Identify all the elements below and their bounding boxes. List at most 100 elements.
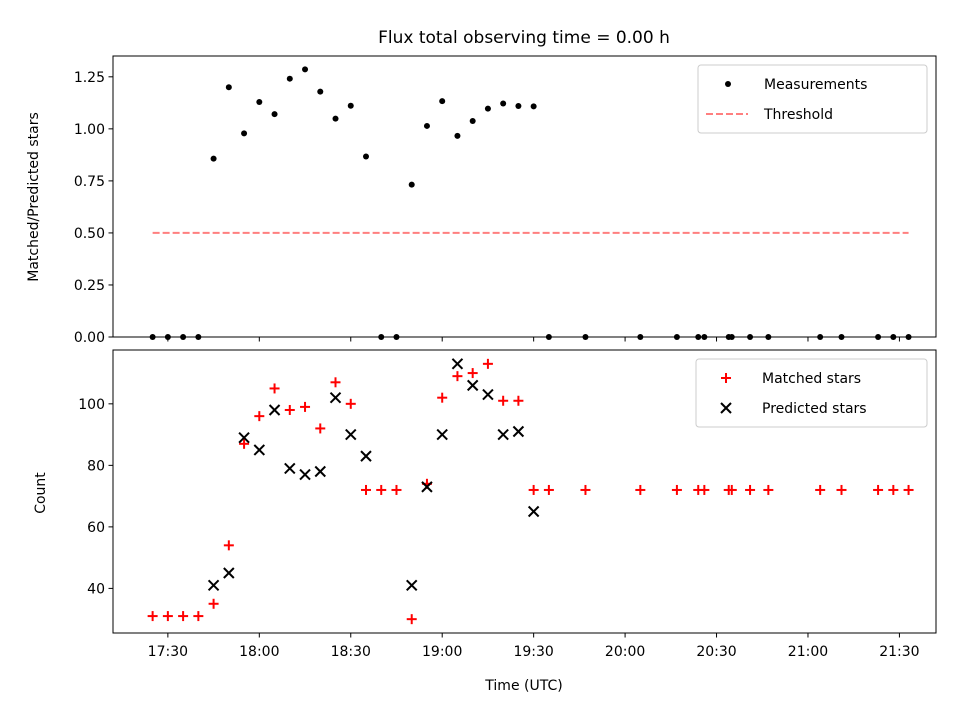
measurement-point	[484, 105, 491, 112]
legend: Measurements Threshold	[697, 64, 928, 134]
x-tick-label: 19:00	[422, 644, 462, 660]
measurement-point	[530, 103, 537, 110]
x-tick-label: 18:00	[239, 644, 279, 660]
matched-star-point	[193, 611, 204, 622]
predicted-star-point	[223, 567, 235, 579]
y-axis-label: Count	[33, 472, 49, 514]
x-axis-label: Time (UTC)	[484, 678, 562, 694]
matched-star-point	[239, 438, 250, 449]
measurement-point	[302, 66, 309, 73]
predicted-star-point	[238, 431, 250, 444]
matched-star-point	[763, 484, 774, 495]
matched-star-point	[528, 484, 539, 495]
matched-star-point	[635, 484, 646, 495]
predicted-star-point	[345, 428, 357, 441]
predicted-star-point	[527, 505, 540, 518]
predicted-star-point	[497, 428, 509, 441]
matched-star-point	[345, 398, 356, 409]
x-tick-label: 20:00	[605, 644, 645, 660]
y-tick-label: 0.50	[74, 226, 105, 242]
measurement-point	[423, 122, 430, 129]
predicted-star-point	[482, 388, 494, 401]
predicted-star-point	[253, 444, 266, 456]
legend-predicted-handle	[720, 402, 732, 414]
matched-star-point	[671, 484, 682, 495]
predicted-star-point	[314, 465, 326, 478]
y-tick-label: 40	[87, 581, 105, 597]
matched-star-point	[888, 484, 899, 495]
legend-box	[697, 64, 928, 134]
matched-star-point	[543, 484, 554, 495]
matched-star-point	[836, 484, 847, 495]
measurement-point	[241, 130, 248, 137]
matched-star-point	[315, 423, 326, 434]
measurement-point	[317, 88, 324, 95]
y-tick-label: 100	[78, 397, 105, 413]
y-tick-label: 80	[87, 458, 105, 474]
measurement-point	[225, 84, 232, 91]
matched-star-point	[699, 484, 710, 495]
measurement-point	[210, 155, 217, 162]
top-axes: Flux total observing time = 0.00 h Match…	[26, 28, 937, 346]
x-tick-label: 19:30	[513, 644, 553, 660]
measurement-point	[271, 111, 278, 118]
matched-star-point	[903, 484, 914, 495]
measurement-point	[408, 181, 415, 188]
matched-star-point	[580, 484, 591, 495]
matched-star-point	[162, 611, 173, 622]
legend-measurement-handle	[725, 81, 731, 87]
measurement-point	[286, 75, 293, 82]
predicted-star-point	[512, 425, 525, 438]
y-tick-label: 0.25	[74, 278, 105, 294]
matched-star-point	[147, 611, 158, 622]
legend-label: Threshold	[763, 107, 833, 123]
x-tick-label: 17:30	[148, 644, 188, 660]
predicted-star-point	[268, 404, 281, 416]
predicted-star-point	[406, 579, 418, 592]
measurement-point	[332, 115, 339, 122]
matched-star-point	[360, 484, 371, 495]
matched-star-point	[745, 484, 756, 495]
predicted-star-point	[360, 450, 372, 462]
measurement-point	[515, 102, 522, 109]
matched-star-point	[376, 484, 387, 495]
predicted-star-point	[466, 379, 479, 392]
y-tick-label: 1.00	[74, 122, 105, 138]
matched-star-point	[208, 598, 219, 609]
matched-star-point	[284, 404, 295, 415]
x-tick-label: 18:30	[331, 644, 371, 660]
measurement-point	[469, 117, 476, 124]
measurement-point	[362, 153, 369, 160]
x-tick-label: 21:30	[879, 644, 919, 660]
x-tick-label: 20:30	[696, 644, 736, 660]
legend-label: Matched stars	[762, 371, 861, 387]
matched-star-point	[223, 540, 234, 551]
matched-star-point	[482, 358, 493, 369]
matched-star-point	[726, 484, 737, 495]
legend: Matched stars Predicted stars	[695, 358, 928, 428]
matched-star-point	[437, 392, 448, 403]
bottom-axes: Count Time (UTC) 17:30 18:00 18:30 19:00 19:…	[33, 349, 937, 694]
axes-frame	[112, 349, 937, 634]
matched-star-point	[300, 401, 311, 412]
predicted-star-point	[436, 428, 448, 441]
y-tick-label: 1.25	[74, 70, 105, 86]
matched-star-point	[467, 368, 478, 379]
predicted-star-point	[329, 391, 342, 404]
matched-star-point	[452, 371, 463, 382]
predicted-star-point	[299, 468, 311, 481]
matched-star-point	[254, 411, 265, 422]
matched-star-point	[873, 484, 884, 495]
matched-star-point	[513, 395, 524, 406]
axes-frame	[112, 55, 937, 338]
chart-title: Flux total observing time = 0.00 h	[378, 28, 670, 48]
y-tick-label: 0.00	[74, 330, 105, 346]
measurement-point	[439, 98, 446, 105]
x-tick-label: 21:00	[788, 644, 828, 660]
legend-label: Predicted stars	[762, 401, 867, 417]
measurement-point	[500, 100, 507, 107]
legend-box	[695, 358, 928, 428]
y-tick-label: 60	[87, 520, 105, 536]
predicted-star-point	[421, 481, 433, 493]
matched-star-point	[391, 484, 402, 495]
